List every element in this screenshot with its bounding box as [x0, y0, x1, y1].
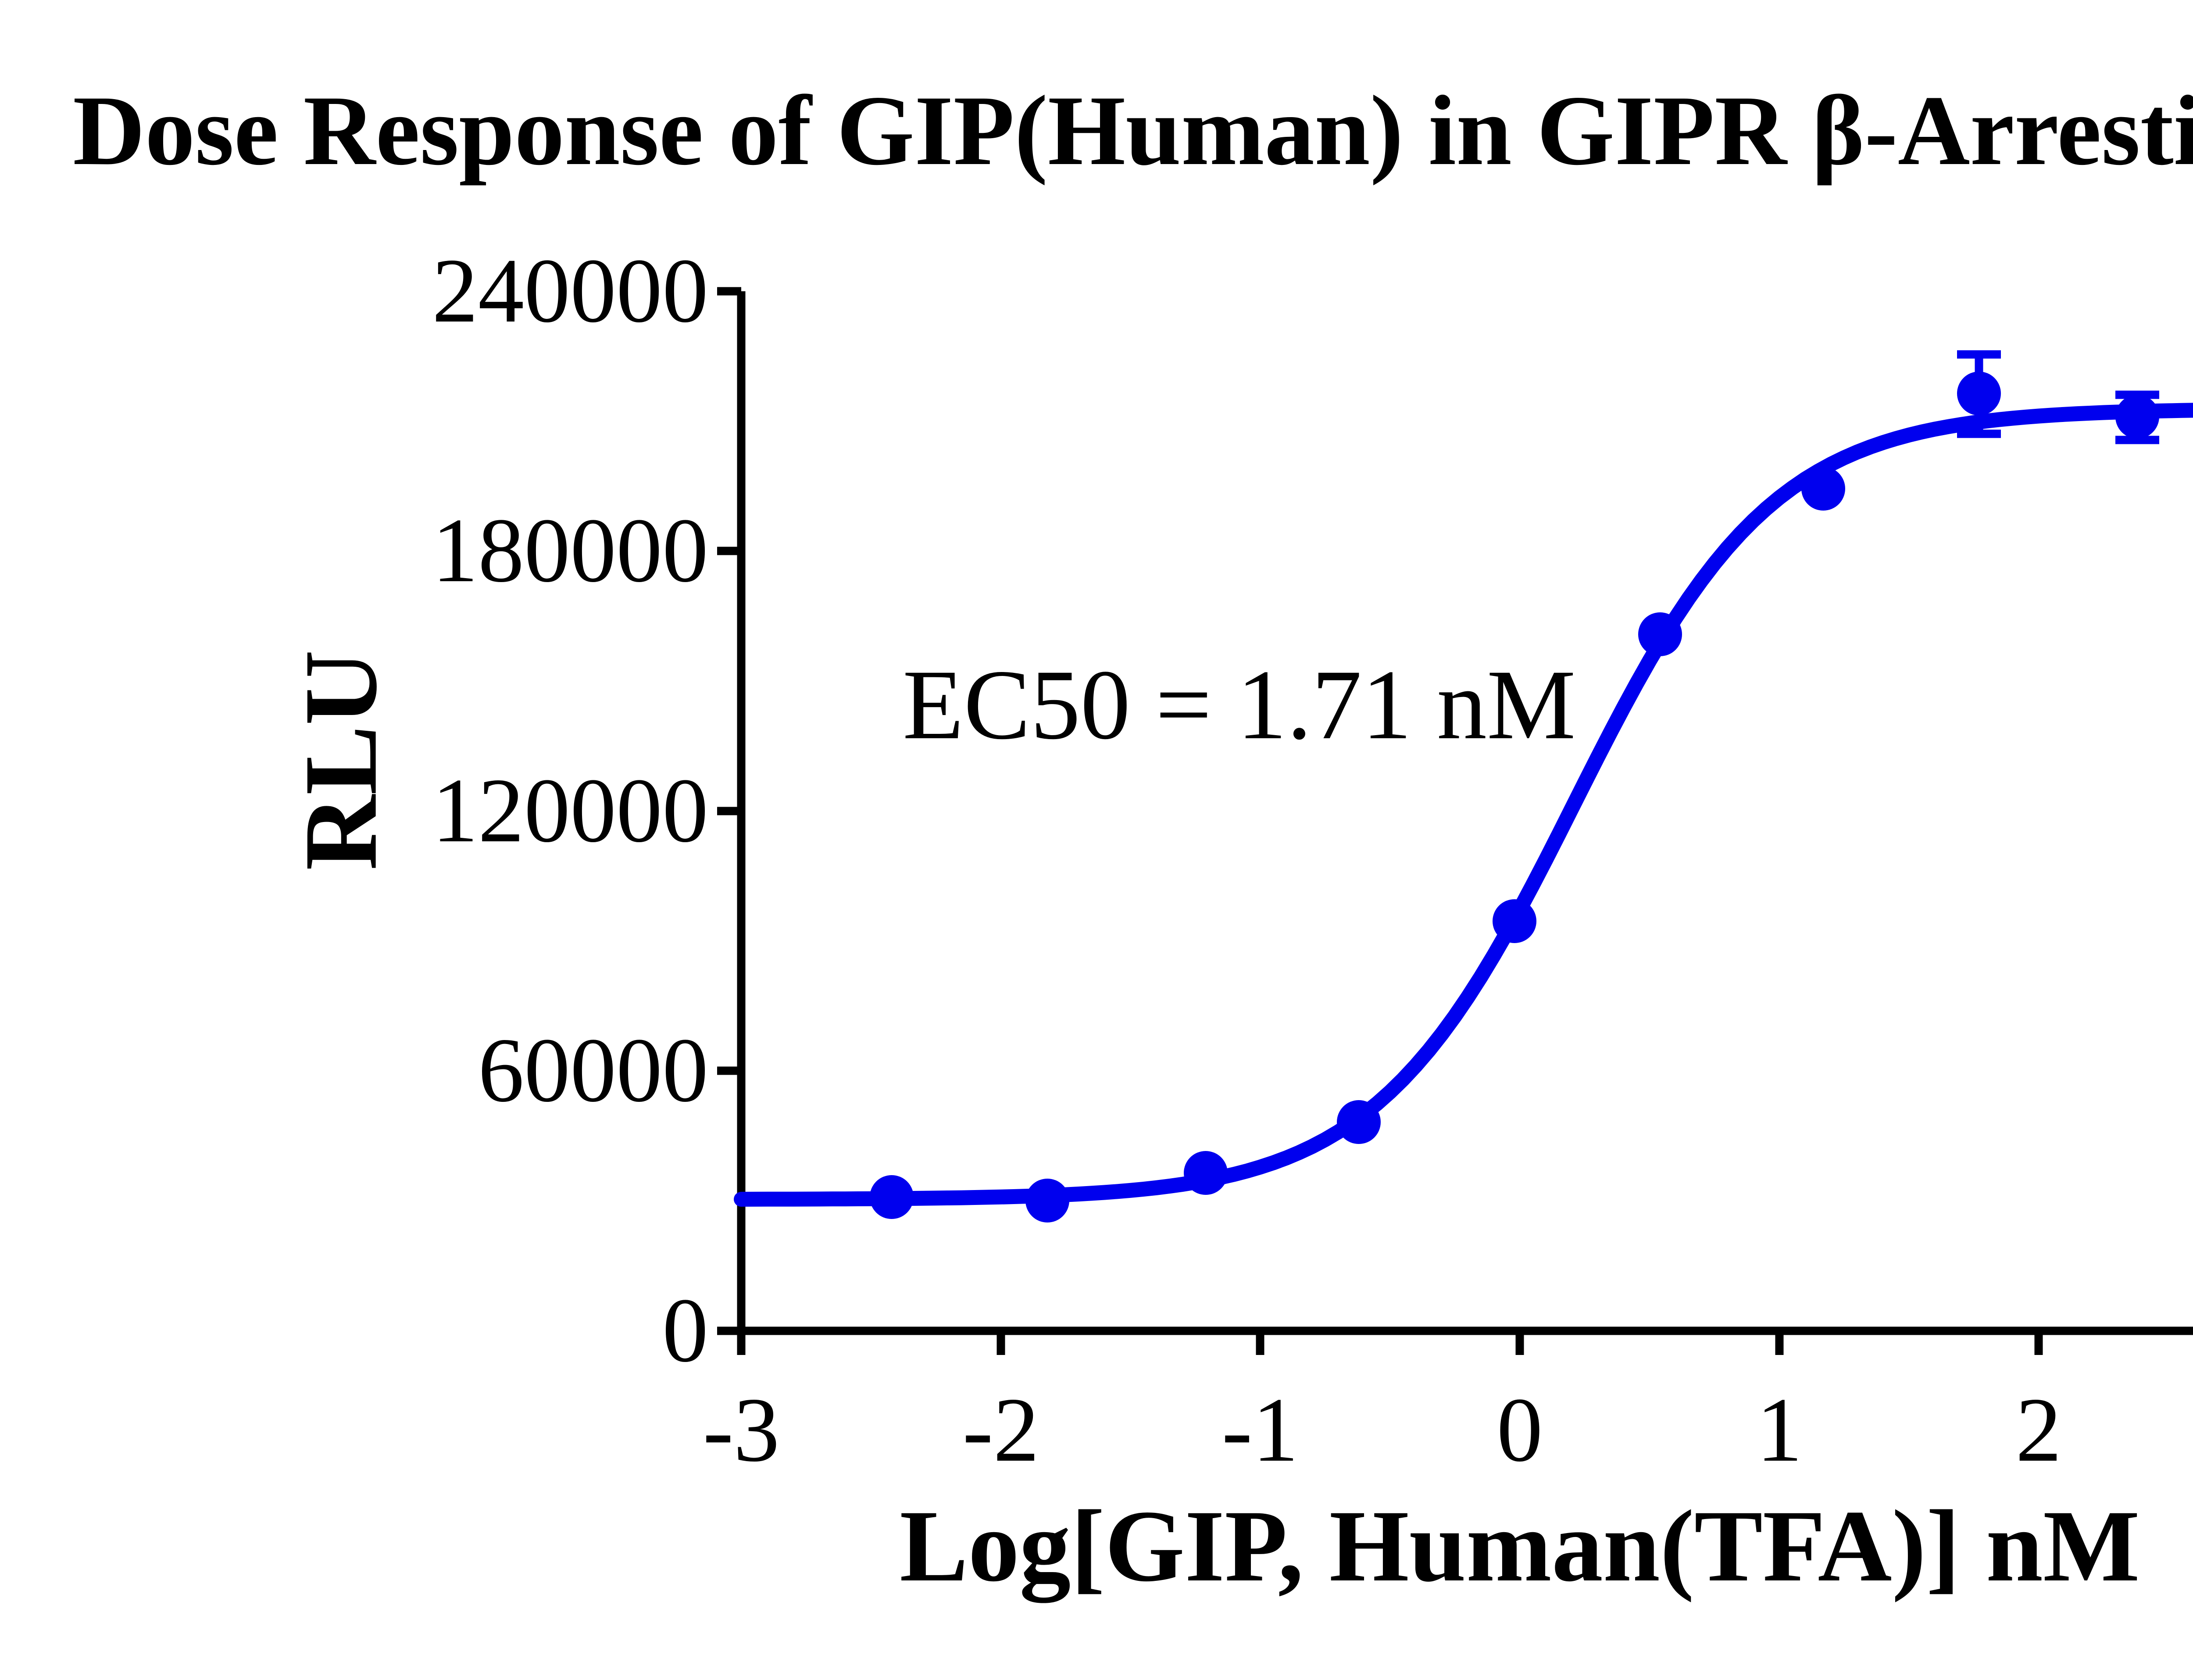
svg-text:RLU: RLU [283, 650, 399, 871]
svg-text:120000: 120000 [432, 760, 708, 861]
svg-text:240000: 240000 [432, 240, 708, 342]
svg-text:180000: 180000 [432, 500, 708, 601]
svg-text:-3: -3 [703, 1379, 780, 1481]
svg-text:1: 1 [1757, 1379, 1803, 1481]
svg-text:60000: 60000 [478, 1019, 708, 1121]
svg-text:0: 0 [662, 1280, 708, 1381]
svg-text:-1: -1 [1222, 1379, 1299, 1481]
svg-text:EC50 = 1.71 nM: EC50 = 1.71 nM [903, 650, 1576, 760]
svg-text:Log[GIP, Human(TFA)] nM: Log[GIP, Human(TFA)] nM [900, 1489, 2140, 1603]
svg-text:-2: -2 [963, 1379, 1039, 1481]
svg-text:2: 2 [2016, 1379, 2062, 1481]
svg-text:0: 0 [1497, 1379, 1543, 1481]
